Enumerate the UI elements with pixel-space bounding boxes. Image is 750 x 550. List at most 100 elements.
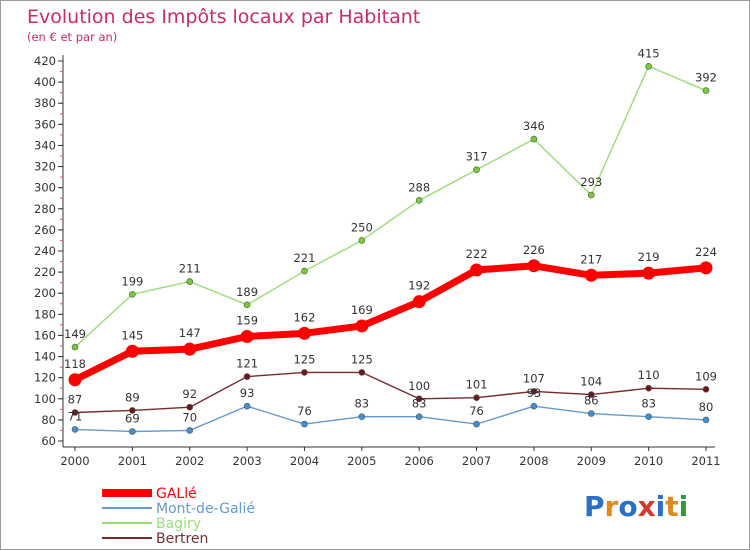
data-labels: 71 69 70 93 76 83 83 76 93 86 83 80 149 199 211 189 221 2… [64, 46, 717, 425]
brand-letter: t [665, 490, 678, 523]
x-tick-label: 2007 [462, 454, 491, 468]
series-1 [71, 402, 710, 435]
y-tick-label: 300 [34, 181, 56, 195]
data-label: 162 [293, 310, 315, 324]
x-tick-label: 2008 [519, 454, 548, 468]
chart-subtitle: (en € et par an) [27, 30, 117, 44]
legend-label: GALlé [156, 486, 197, 502]
y-tick-label: 360 [34, 117, 56, 131]
legend-label: Mont-de-Galié [156, 501, 255, 517]
data-point [530, 402, 538, 410]
data-label: 104 [580, 375, 602, 389]
data-point [645, 384, 652, 392]
brand-letter: P [584, 490, 605, 523]
data-label: 221 [293, 251, 315, 265]
x-tick-label: 2004 [290, 454, 319, 468]
data-point [358, 237, 366, 244]
y-tick-label: 100 [34, 392, 56, 406]
legend-label: Bertren [156, 531, 208, 547]
data-label: 83 [354, 397, 369, 411]
data-label: 71 [68, 409, 83, 423]
data-label: 69 [125, 412, 140, 426]
data-label: 147 [179, 326, 201, 340]
data-label: 93 [240, 386, 255, 400]
x-tick-label: 2001 [118, 454, 147, 468]
y-tick-label: 400 [34, 75, 56, 89]
data-label: 76 [469, 404, 484, 418]
y-tick-label: 180 [34, 307, 56, 321]
data-point [702, 416, 710, 424]
brand-letter: r [605, 490, 619, 523]
data-label: 192 [408, 279, 430, 293]
data-label: 149 [64, 327, 86, 341]
data-point [645, 62, 652, 70]
data-point [183, 342, 197, 356]
data-point [587, 410, 595, 417]
data-point [587, 391, 595, 398]
y-tick-label: 240 [34, 244, 56, 258]
data-label: 89 [125, 390, 140, 404]
data-point [243, 373, 251, 380]
data-label: 317 [466, 150, 488, 164]
data-point [129, 428, 136, 435]
data-label: 86 [584, 394, 599, 408]
x-tick-label: 2005 [347, 454, 376, 468]
x-tick-label: 2006 [405, 454, 434, 468]
data-label: 145 [121, 328, 143, 342]
y-tick-label: 60 [41, 434, 56, 448]
data-label: 159 [236, 314, 258, 328]
data-label: 211 [179, 262, 201, 276]
data-label: 107 [523, 371, 545, 385]
data-label: 222 [466, 247, 488, 261]
y-tick-label: 320 [34, 160, 56, 174]
data-label: 110 [638, 368, 660, 382]
data-label: 293 [580, 175, 602, 189]
data-point [129, 290, 136, 298]
brand-logo: Proxiti [584, 490, 688, 523]
data-point [301, 420, 308, 428]
data-point [642, 266, 656, 280]
data-point [702, 385, 710, 393]
y-tick-label: 160 [34, 328, 56, 342]
data-point [473, 166, 480, 174]
data-label: 109 [695, 369, 717, 383]
data-point [186, 278, 194, 285]
data-label: 125 [351, 352, 373, 366]
data-point [473, 394, 480, 402]
data-point [415, 395, 423, 403]
x-tick-label: 2011 [691, 454, 720, 468]
data-point [645, 413, 652, 421]
data-point [415, 197, 423, 204]
data-label: 226 [523, 243, 545, 257]
y-tick-label: 260 [34, 223, 56, 237]
data-label: 125 [293, 352, 315, 366]
data-label: 101 [466, 378, 488, 392]
series-line [71, 262, 710, 384]
data-label: 76 [297, 404, 312, 418]
y-tick-label: 200 [34, 286, 56, 300]
data-label: 93 [527, 386, 542, 400]
data-point [129, 407, 136, 414]
series-3 [71, 369, 710, 416]
data-point [71, 343, 79, 351]
data-point [530, 135, 538, 143]
data-point [584, 268, 598, 282]
data-label: 346 [523, 119, 545, 133]
axes: 60 80 100 120 140 160 180 200 220 240 260 280 300 320… [34, 54, 721, 468]
brand-letter: o [618, 490, 637, 523]
data-label: 92 [182, 387, 197, 401]
data-label: 219 [638, 250, 660, 264]
brand-letter: x [638, 490, 656, 523]
series-line [74, 65, 707, 348]
data-label: 169 [351, 303, 373, 317]
y-tick-label: 340 [34, 138, 56, 152]
data-point [243, 301, 251, 309]
data-point [125, 344, 139, 358]
data-point [587, 191, 595, 199]
data-point [358, 369, 366, 376]
data-label: 80 [699, 400, 714, 414]
data-point [68, 373, 82, 387]
y-tick-label: 380 [34, 96, 56, 110]
